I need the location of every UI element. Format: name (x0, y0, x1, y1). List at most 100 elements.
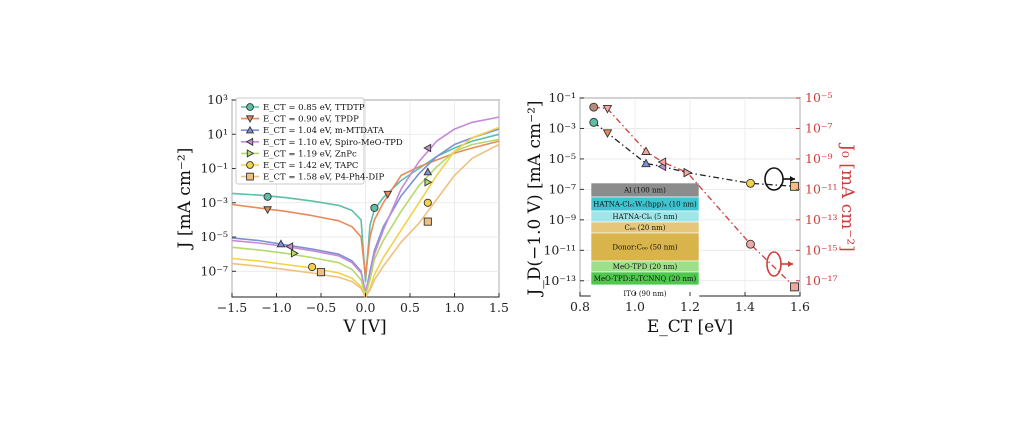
ect-marker (641, 146, 651, 155)
legend-marker (246, 103, 254, 111)
jv-x-tick-label: −1.0 (261, 300, 291, 315)
jv-y-tick-label: 10⁻³ (200, 195, 228, 210)
jv-y-tick-label: 10⁻⁷ (200, 263, 228, 278)
ect-x-tick-label: 0.8 (570, 299, 590, 314)
ect-x-tick-label: 1.6 (790, 299, 810, 314)
ect-y-tick-label-right: 10⁻⁵ (805, 90, 833, 105)
legend-label: E_CT = 1.19 eV, ZnPc (263, 149, 357, 159)
ect-marker (790, 282, 799, 292)
legend-marker (246, 149, 255, 158)
ect-marker (683, 167, 693, 178)
ect-x-ticks: 0.8 1.0 1.2 1.4 1.6 (570, 292, 810, 314)
jv-x-tick-label: 0.5 (400, 300, 420, 315)
stack-layer-label: Donor:C₆₀ (50 nm) (612, 244, 677, 252)
jv-curve-0 (231, 133, 500, 283)
jv-marker (316, 268, 326, 277)
ect-x-tick-label: 1.4 (735, 299, 755, 314)
legend-marker (245, 115, 255, 123)
jv-y-tick-label: 10⁻⁵ (200, 229, 228, 244)
stack-layer-label: MeO-TPD:F₆TCNNQ (20 nm) (594, 275, 697, 283)
ect-y-tick-label: 10⁻¹ (548, 90, 576, 105)
ect-y-tick-label-right: 10⁻¹⁵ (805, 242, 838, 257)
legend-marker (245, 125, 255, 134)
jv-markers (263, 143, 433, 277)
jv-x-tick-label: 0.0 (356, 300, 376, 315)
jv-x-ticks: −1.5 −1.0 −0.5 0.0 0.5 1.0 1.5 (217, 293, 509, 315)
ect-marker (602, 105, 613, 114)
jv-curve-6 (231, 143, 500, 298)
legend-label: E_CT = 0.85 eV, TTDTP (263, 103, 365, 113)
jv-marker (423, 198, 432, 207)
stack-layer-label: C₆₀ (20 nm) (625, 224, 666, 232)
jv-marker (423, 143, 432, 153)
legend-label: E_CT = 1.42 eV, TAPC (263, 161, 358, 171)
ect-y-ticks-right: 10⁻¹⁷ 10⁻¹⁵ 10⁻¹³ 10⁻¹¹ 10⁻⁹ 10⁻⁷ 10⁻⁵ (796, 90, 838, 288)
ect-y-tick-label: 10⁻⁹ (548, 212, 576, 227)
jv-x-tick-label: −0.5 (306, 300, 336, 315)
ect-x-tick-label: 1.2 (680, 299, 700, 314)
ect-y-tick-label-right: 10⁻¹³ (805, 212, 838, 227)
ect-y-tick-label-right: 10⁻¹¹ (805, 181, 838, 196)
jv-legend: E_CT = 0.85 eV, TTDTP E_CT = 0.90 eV, TPD… (235, 97, 403, 185)
jv-marker (263, 192, 272, 201)
jv-y-tick-label: 10³ (207, 92, 228, 107)
legend-label: E_CT = 1.04 eV, m-MTDATA (263, 126, 385, 136)
stack-layer-label: ITO (90 nm) (623, 290, 666, 298)
ect-y-tick-label-right: 10⁻¹⁷ (805, 273, 838, 288)
jv-marker (263, 206, 272, 215)
jv-marker (423, 217, 432, 226)
stack-layer (590, 284, 700, 303)
jv-marker (276, 239, 286, 248)
jv-marker (308, 262, 317, 272)
jv-marker (383, 190, 393, 199)
stack-layer-label: Al (100 nm) (623, 187, 666, 195)
legend-label: E_CT = 1.10 eV, Spiro-MeO-TPD (263, 138, 403, 148)
jv-marker (424, 177, 433, 187)
jv-marker (370, 203, 379, 212)
jv-chart: −1.5 −1.0 −0.5 0.0 0.5 1.0 1.5 10⁻⁷10⁻⁵10⁻³10⁻… (175, 92, 509, 337)
jv-y-ticks: 10⁻⁷ 10⁻⁵ 10⁻³ 10⁻¹ 10¹ 10³ (200, 92, 236, 278)
device-stack-inset: Al (100 nm) HATNA-Cl₆:W₂(hpp)₄ (10 nm) HAT… (590, 182, 700, 303)
ect-marker (790, 181, 799, 191)
ect-marker (602, 129, 613, 138)
ect-marker (657, 157, 667, 167)
ect-marker (746, 178, 755, 188)
ect-y-axis-label-right: J₀ [mA cm⁻²] (837, 142, 857, 252)
ect-chart: Al (100 nm) HATNA-Cl₆:W₂(hpp)₄ (10 nm) HAT… (525, 90, 857, 337)
jv-curve-4 (231, 138, 500, 297)
legend-marker (245, 137, 254, 146)
ect-y-ticks-left: 10⁻¹³ 10⁻¹¹ 10⁻⁹ 10⁻⁷ 10⁻⁵ 10⁻³ 10⁻¹ (543, 90, 584, 288)
ect-y-tick-label: 10⁻⁷ (548, 181, 576, 196)
legend-label: E_CT = 0.90 eV, TPDP (263, 115, 359, 125)
stack-layer (590, 232, 700, 262)
jv-marker (285, 242, 294, 251)
ect-y-tick-label: 10⁻¹³ (543, 273, 576, 288)
red-axis-arrow (766, 251, 793, 277)
black-axis-arrow (764, 167, 795, 191)
ect-y-tick-label: 10⁻³ (548, 120, 576, 135)
ect-marker (589, 102, 599, 112)
ect-marker (641, 158, 651, 168)
ect-y-tick-label-right: 10⁻⁹ (805, 151, 833, 166)
ect-y-tick-label: 10⁻¹¹ (543, 242, 576, 257)
ect-markers (589, 102, 799, 292)
jv-y-tick-label: 10¹ (207, 126, 228, 141)
jv-x-tick-label: 1.5 (489, 300, 509, 315)
jv-y-tick-label: 10⁻¹ (200, 161, 228, 176)
jv-curve-1 (231, 140, 500, 278)
jv-x-tick-label: 1.0 (445, 300, 465, 315)
jv-x-axis-label: V [V] (342, 317, 386, 337)
jv-y-axis-label: J [mA cm⁻²] (175, 148, 195, 251)
jv-x-tick-label: −1.5 (217, 300, 247, 315)
stack-layer-label: HATNA-Cl₆:W₂(hpp)₄ (10 nm) (593, 201, 697, 209)
legend-marker (246, 161, 254, 169)
legend-marker (246, 172, 254, 181)
ect-y-tick-label-right: 10⁻⁷ (805, 120, 833, 135)
ect-x-tick-label: 1.0 (625, 299, 645, 314)
ect-marker (746, 239, 755, 249)
jv-marker (423, 167, 433, 176)
ect-y-tick-label: 10⁻⁵ (548, 151, 576, 166)
jv-curve-3 (231, 116, 500, 293)
jv-marker (290, 248, 299, 258)
